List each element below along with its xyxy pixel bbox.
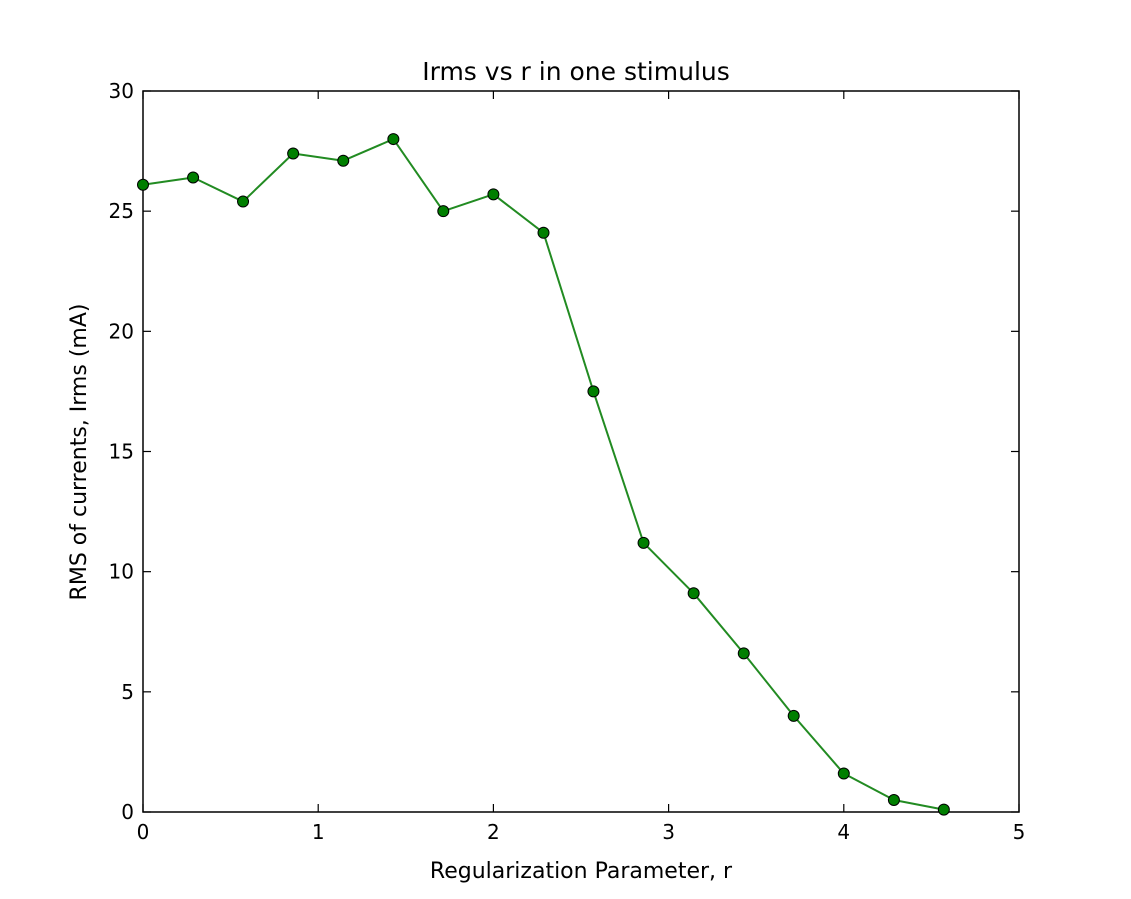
- data-point: [637, 536, 650, 549]
- plot-area: 0 1 2 3 4 5 0 5 10 15 20 25 30: [109, 79, 1026, 844]
- data-point: [937, 803, 950, 816]
- series-line: [142, 138, 945, 811]
- data-point: [587, 385, 600, 398]
- y-axis-label: RMS of currents, Irms (mA): [67, 304, 92, 601]
- x-tick-label: 4: [837, 820, 850, 844]
- x-tick-label: 3: [662, 820, 675, 844]
- y-tick-label: 10: [109, 560, 134, 584]
- y-tick-label: 25: [109, 199, 134, 223]
- data-point: [487, 188, 500, 201]
- data-point: [537, 226, 550, 239]
- y-tick-label: 30: [109, 79, 134, 103]
- data-point: [687, 587, 700, 600]
- data-point: [237, 195, 250, 208]
- data-point: [287, 147, 300, 160]
- y-tick-label: 5: [121, 680, 134, 704]
- data-point: [887, 793, 900, 806]
- x-axis-label: Regularization Parameter, r: [430, 859, 733, 884]
- x-tick-label: 1: [312, 820, 325, 844]
- data-point: [787, 709, 800, 722]
- y-tick-label: 20: [109, 319, 134, 343]
- x-tick-label: 5: [1013, 820, 1026, 844]
- x-tick-label: 2: [487, 820, 500, 844]
- data-point: [137, 178, 149, 191]
- x-tick-label: 0: [137, 820, 150, 844]
- axes-frame: [142, 90, 1020, 813]
- data-point: [187, 171, 200, 184]
- data-point: [737, 647, 750, 660]
- data-point: [387, 133, 400, 146]
- data-point: [837, 767, 850, 780]
- data-point: [437, 205, 450, 218]
- y-tick-label: 0: [121, 800, 134, 824]
- y-tick-label: 15: [109, 440, 134, 464]
- chart-title: Irms vs r in one stimulus: [422, 57, 730, 86]
- data-point: [337, 154, 350, 167]
